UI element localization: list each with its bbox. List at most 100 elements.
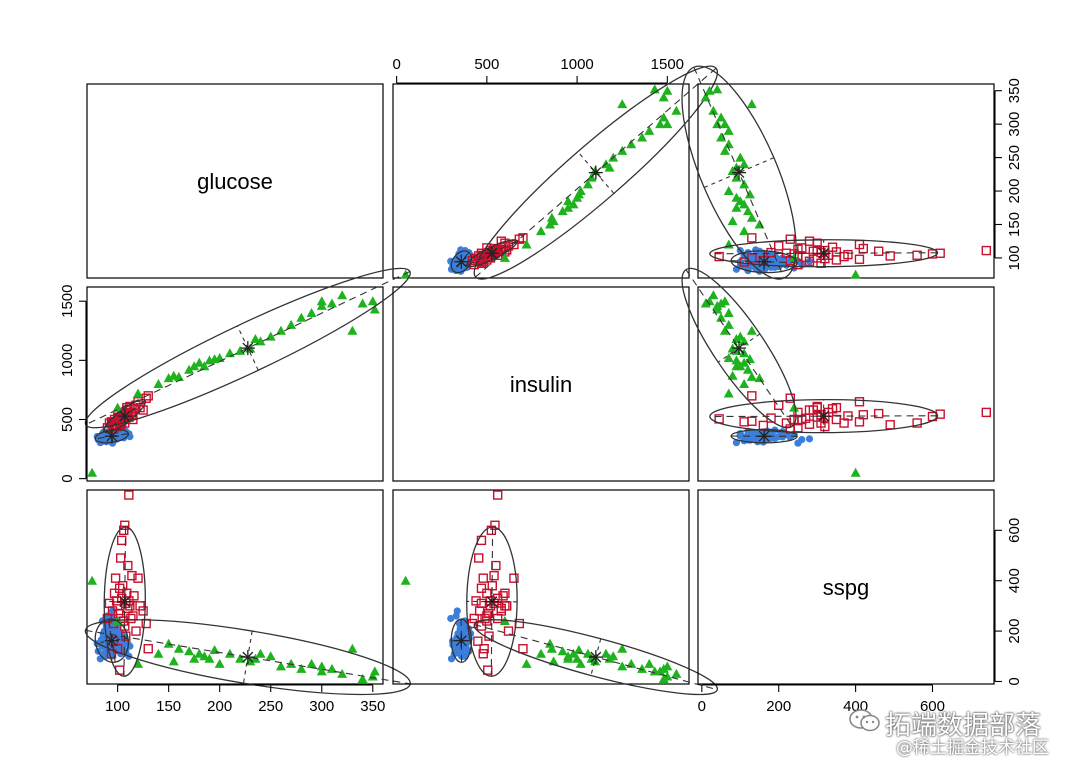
data-point-group2 <box>739 257 749 267</box>
data-point-group2 <box>469 613 479 624</box>
data-point-group2 <box>473 255 483 266</box>
data-point-group2 <box>747 233 757 243</box>
data-point-group2 <box>912 418 922 428</box>
tick-label-glucose: 200 <box>1006 179 1023 204</box>
data-point-group3 <box>716 132 727 142</box>
data-point-group2 <box>747 416 757 426</box>
data-point-group3 <box>337 290 348 300</box>
data-point-group3 <box>708 105 719 115</box>
data-point-group2 <box>498 591 508 601</box>
data-point-group3 <box>662 671 673 681</box>
mean-marker <box>454 254 469 269</box>
data-point-group2 <box>474 553 484 563</box>
tick-label-glucose: 150 <box>1006 212 1023 237</box>
data-point-group1 <box>747 429 755 437</box>
data-point-group3 <box>723 308 734 318</box>
confidence-ellipse <box>94 618 129 663</box>
data-point-group2 <box>873 246 884 256</box>
tick-label-glucose: 250 <box>258 698 283 715</box>
major-axis-line <box>85 629 411 685</box>
data-point-group3 <box>153 648 164 658</box>
data-point-group3 <box>265 651 276 661</box>
data-point-group2 <box>482 588 492 598</box>
data-point-group2 <box>854 254 865 264</box>
data-point-group3 <box>275 325 286 335</box>
tick-label-sspg: 600 <box>920 698 945 715</box>
data-point-group3 <box>194 648 205 658</box>
data-point-group2 <box>138 606 148 616</box>
data-point-group2 <box>831 255 842 265</box>
data-point-group3 <box>521 239 532 249</box>
mean-marker <box>588 165 603 180</box>
data-point-group3 <box>133 388 144 398</box>
data-point-group3 <box>850 467 861 477</box>
data-point-group2 <box>126 613 136 624</box>
data-point-group3 <box>357 298 368 308</box>
mean-marker <box>732 165 747 180</box>
data-point-group3 <box>536 226 546 236</box>
data-point-group3 <box>275 661 286 671</box>
data-point-group3 <box>573 644 584 654</box>
data-point-group1 <box>752 246 760 254</box>
data-point-group3 <box>658 112 669 122</box>
tick-label-glucose: 200 <box>207 698 232 715</box>
data-point-group1 <box>805 435 814 443</box>
data-point-group3 <box>662 85 673 95</box>
data-point-group1 <box>453 607 461 615</box>
data-point-group3 <box>712 119 723 129</box>
data-point-group2 <box>885 251 895 261</box>
data-point-group3 <box>296 312 307 322</box>
data-point-group1 <box>794 439 802 447</box>
data-point-group3 <box>209 354 220 364</box>
panel-frame <box>392 489 690 685</box>
tick-label-sspg: 200 <box>766 698 791 715</box>
tick-label-insulin: 0 <box>59 474 76 482</box>
panel-frame <box>697 286 995 482</box>
data-point-group2 <box>831 414 842 425</box>
data-point-group1 <box>463 645 471 653</box>
tick-label-glucose: 300 <box>1006 112 1023 137</box>
data-point-group2 <box>489 570 499 581</box>
data-point-group2 <box>492 245 503 256</box>
confidence-ellipse <box>450 618 473 663</box>
data-point-group3 <box>189 653 200 663</box>
tick-label-glucose: 300 <box>309 698 334 715</box>
data-point-group1 <box>114 624 122 633</box>
data-point-group2 <box>476 621 487 631</box>
panel-glucose-vs-glucose: glucose <box>86 83 384 279</box>
data-point-group3 <box>590 656 601 666</box>
panels-layer: glucose insulin sspg <box>84 65 995 696</box>
data-point-group3 <box>723 125 734 135</box>
data-point-group3 <box>173 643 184 653</box>
major-axis-line <box>731 260 798 264</box>
data-point-group2 <box>135 601 145 611</box>
data-point-group3 <box>735 361 746 371</box>
data-point-group3 <box>626 139 637 149</box>
data-point-group3 <box>199 361 210 371</box>
data-point-group2 <box>827 242 838 252</box>
data-point-group3 <box>316 666 327 676</box>
tick-label-glucose: 350 <box>1006 78 1023 103</box>
data-point-group3 <box>671 105 682 115</box>
data-point-group3 <box>739 159 750 169</box>
data-point-group2 <box>467 618 478 629</box>
panel-glucose-vs-insulin <box>392 65 719 280</box>
data-point-group3 <box>573 189 584 199</box>
tick-label-glucose: 100 <box>105 698 130 715</box>
data-point-group3 <box>563 651 574 661</box>
data-point-group3 <box>316 296 327 306</box>
data-point-group2 <box>509 573 519 583</box>
mean-marker <box>117 594 132 609</box>
data-point-group1 <box>458 652 467 660</box>
data-point-group2 <box>509 239 519 250</box>
data-point-group2 <box>143 391 153 401</box>
tick-label-insulin: 500 <box>59 407 76 432</box>
data-point-group3 <box>184 364 195 374</box>
data-point-group3 <box>637 663 648 673</box>
data-point-group2 <box>804 236 815 246</box>
data-point-group2 <box>482 616 492 626</box>
data-point-group3 <box>316 661 327 671</box>
data-point-group2 <box>858 410 868 420</box>
data-point-group3 <box>255 336 266 346</box>
data-point-group2 <box>479 644 489 654</box>
